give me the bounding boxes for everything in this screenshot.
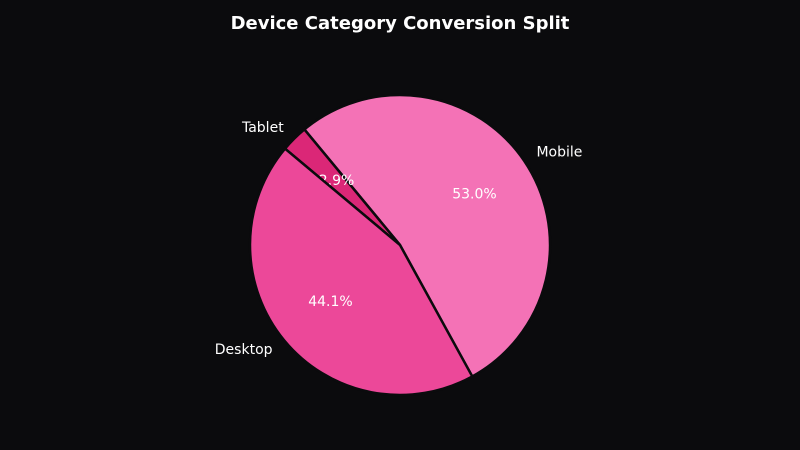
- value-label: 53.0%: [452, 186, 496, 202]
- slice-label: Desktop: [215, 342, 273, 358]
- pie-slice: [248, 146, 474, 397]
- value-label: 44.1%: [308, 294, 352, 310]
- pie-slice: [302, 93, 552, 379]
- chart-title: Device Category Conversion Split: [231, 13, 570, 34]
- slice-label: Mobile: [536, 144, 582, 160]
- slice-label: Tablet: [241, 120, 284, 136]
